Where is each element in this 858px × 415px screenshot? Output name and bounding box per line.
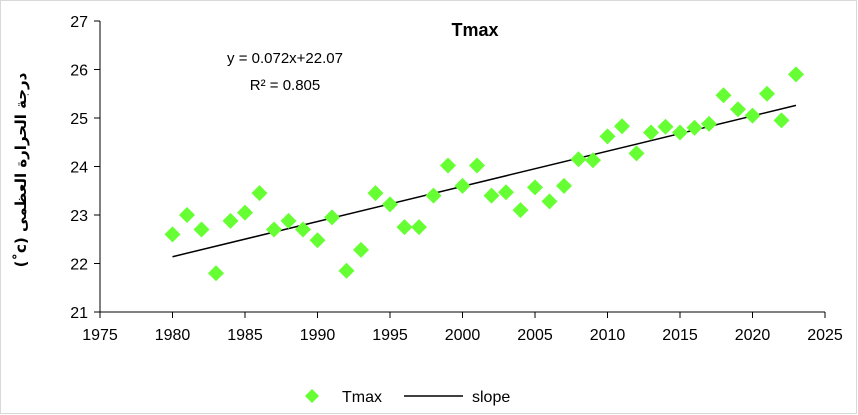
legend-marker-tmax: [305, 389, 319, 403]
data-point-2006: [541, 193, 558, 210]
data-point-1995: [382, 196, 398, 213]
data-point-2017: [701, 115, 717, 132]
data-point-1989: [295, 221, 311, 238]
legend-label-slope: slope: [472, 389, 510, 406]
y-tick-label: 27: [70, 14, 88, 31]
y-axis-ticks: 21 22 23 24 25 26 27: [70, 14, 100, 322]
chart-title: Tmax: [451, 20, 498, 40]
data-point-2007: [556, 177, 572, 194]
x-axis-ticks: 1975 1980 1985 1990 1995 2000 2005 2010 2015 2020…: [82, 312, 843, 344]
x-tick-label: 2000: [445, 327, 481, 344]
y-tick-label: 22: [70, 257, 88, 274]
legend-label-tmax: Tmax: [342, 389, 382, 406]
data-point-1983: [208, 265, 224, 282]
data-point-2002: [483, 187, 500, 204]
data-point-2010: [599, 128, 616, 145]
data-point-1981: [179, 207, 195, 223]
data-point-2022: [773, 112, 790, 129]
data-point-1982: [193, 221, 210, 238]
x-tick-label: 1995: [372, 327, 408, 344]
data-point-2018: [715, 87, 732, 104]
y-tick-label: 23: [70, 208, 88, 225]
data-point-2016: [686, 119, 703, 136]
x-tick-label: 1985: [227, 327, 263, 344]
y-tick-label: 25: [70, 111, 88, 128]
data-point-2023: [788, 66, 804, 83]
x-tick-label: 2025: [807, 327, 843, 344]
data-point-2019: [730, 101, 746, 118]
data-point-1991: [324, 209, 340, 226]
data-point-1987: [266, 221, 282, 238]
legend: Tmax slope: [305, 389, 510, 406]
data-point-2000: [454, 177, 471, 194]
data-point-1985: [237, 204, 253, 221]
data-point-2015: [672, 124, 688, 141]
data-point-2004: [512, 202, 529, 219]
data-point-1988: [280, 212, 297, 229]
data-point-2005: [527, 179, 543, 196]
axes: [99, 21, 825, 313]
r-squared-label: R² = 0.805: [250, 77, 320, 94]
y-tick-label: 24: [70, 160, 88, 177]
x-tick-label: 1990: [300, 327, 336, 344]
x-tick-label: 1980: [155, 327, 191, 344]
data-point-2012: [628, 145, 645, 162]
y-axis-label: درجة الحرارة العظمى (c˚): [12, 72, 30, 267]
x-tick-label: 2020: [735, 327, 771, 344]
data-point-2011: [614, 118, 630, 135]
data-point-2013: [643, 124, 659, 141]
x-tick-label: 2010: [590, 327, 626, 344]
data-point-2020: [744, 107, 761, 124]
y-tick-label: 26: [70, 63, 88, 80]
trendline-equation: y = 0.072x+22.07: [227, 50, 343, 67]
data-point-1994: [367, 185, 384, 202]
x-tick-label: 2015: [662, 327, 698, 344]
data-point-2009: [585, 152, 601, 169]
data-point-1990: [309, 232, 326, 249]
trendline-slope: [172, 104, 797, 258]
data-point-1984: [222, 212, 239, 229]
data-point-1997: [411, 219, 427, 236]
data-point-2008: [570, 151, 587, 168]
data-point-1980: [164, 226, 181, 243]
data-point-1999: [440, 157, 456, 174]
x-tick-label: 2005: [517, 327, 553, 344]
data-point-1996: [396, 219, 413, 236]
data-point-1986: [251, 185, 268, 202]
data-point-2021: [759, 85, 775, 102]
data-point-2014: [657, 118, 674, 135]
data-point-2003: [498, 184, 514, 201]
trendline: [172, 104, 797, 258]
data-point-2001: [469, 157, 485, 174]
data-point-1998: [425, 187, 442, 204]
data-points: [164, 66, 804, 282]
x-tick-label: 1975: [82, 327, 118, 344]
data-point-1992: [338, 262, 355, 279]
data-point-1993: [353, 241, 369, 258]
y-tick-label: 21: [70, 305, 88, 322]
